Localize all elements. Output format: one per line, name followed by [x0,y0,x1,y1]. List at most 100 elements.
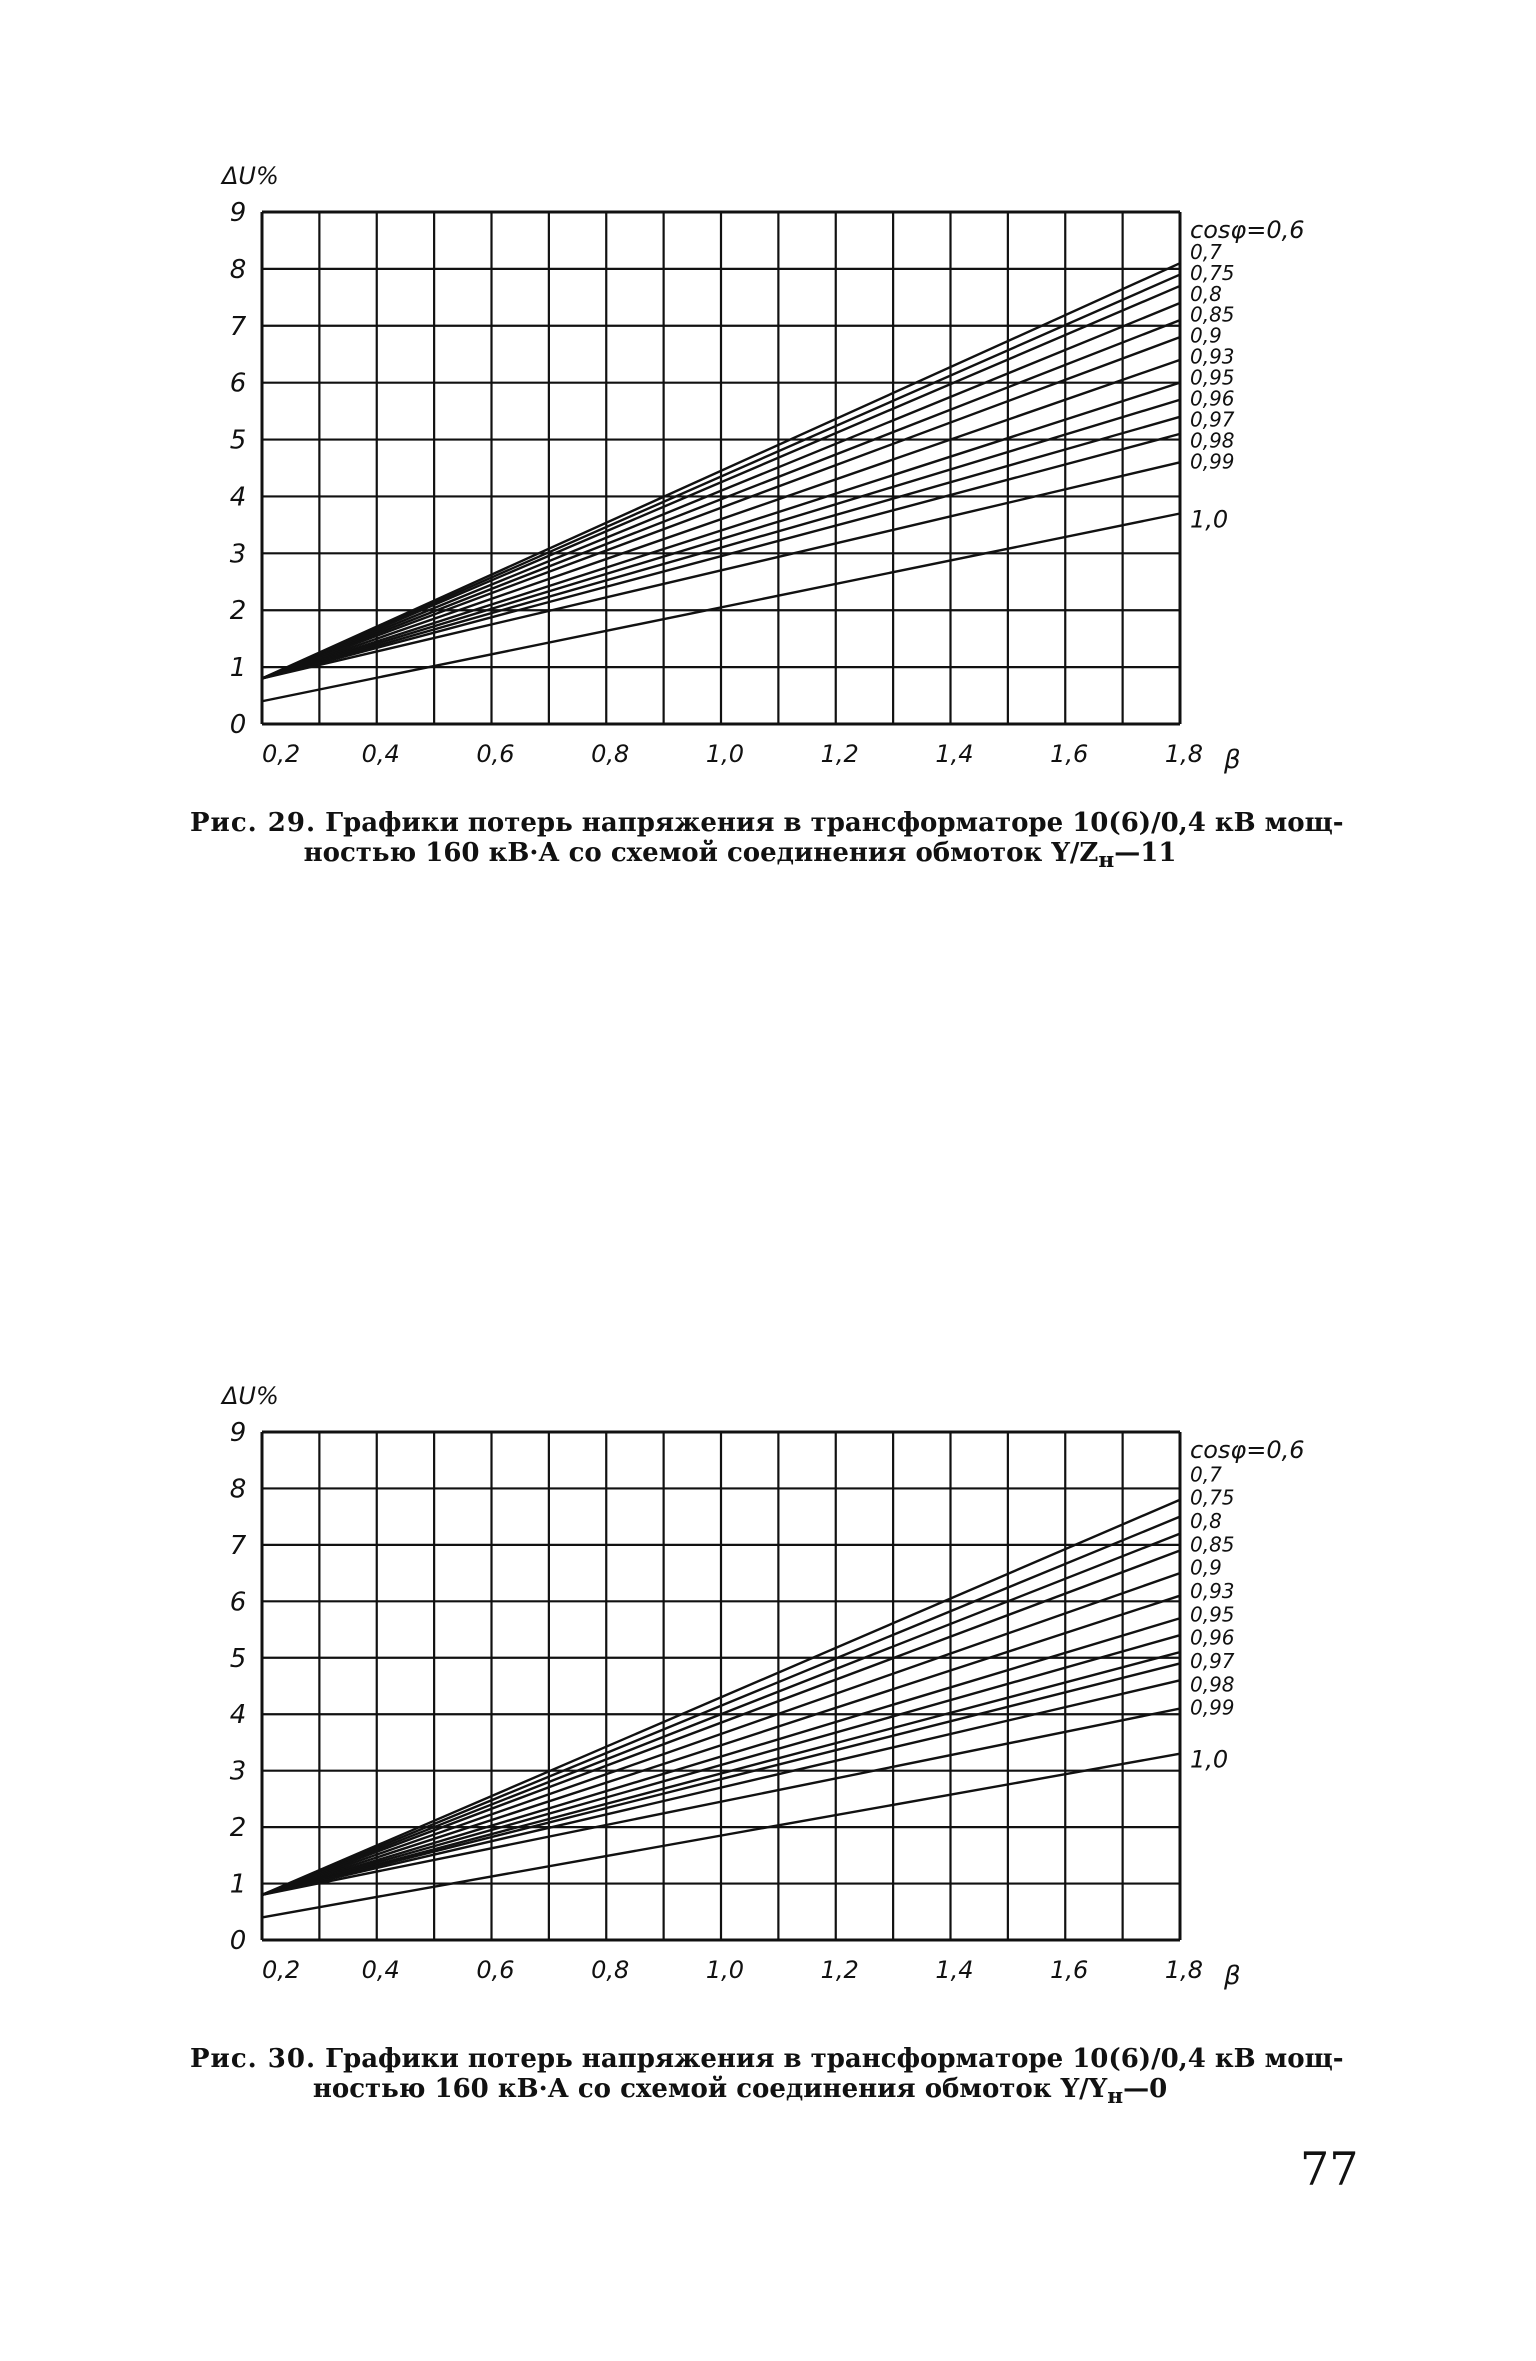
figure-29-caption: Рис. 29. Графики потерь напряжения в тра… [190,808,1350,876]
chart-29-x-tick-label: 1,4 [935,740,973,768]
chart-29-x-tick-label: 1,2 [821,740,859,768]
chart-29-series-line [261,432,1181,680]
chart-30-x-tick-label: 1,6 [1050,1956,1088,1984]
chart-29-x-tick-label: 0,8 [591,740,629,768]
figure-30-caption-line1: Графики потерь напряжения в трансформато… [325,2044,1344,2074]
chart-30-series-lines [261,1498,1181,1919]
chart-29-grid [260,210,1182,726]
chart-29-series-lines [261,262,1181,703]
chart-30-series-label: 0,8 [1190,1509,1222,1533]
chart-30-series-line [261,1571,1181,1896]
figure-30-caption-line2: ностью 160 кВ·А со схемой соединения обм… [190,2074,1350,2112]
chart-29-series-label: 0,95 [1190,366,1235,390]
chart-30-series-label: 0,9 [1190,1556,1222,1580]
chart-30-series-label: 0,75 [1190,1486,1235,1510]
page-number: 77 [1300,2142,1359,2196]
chart-29-series-line [261,336,1181,680]
chart-30-y-axis-label: ΔU% [220,1382,279,1410]
chart-29-series-label: 0,97 [1190,407,1235,431]
chart-30-x-tick-label: 1,0 [706,1956,744,1984]
chart-30-series-line [261,1707,1181,1897]
figure-30-caption-line2-text: ностью 160 кВ·А со схемой соединения обм… [312,2074,1108,2104]
chart-29-series-label: 0,99 [1190,449,1235,473]
chart-29-series-line [261,381,1181,680]
figure-29-caption-line2: ностью 160 кВ·А со схемой соединения обм… [190,838,1350,876]
chart-30-y-tick-label: 9 [230,1418,247,1448]
figure-29-caption-line2-end: —11 [1114,838,1177,868]
chart-30-x-tick-label: 1,2 [821,1956,859,1984]
chart-30-y-tick-label: 6 [230,1587,247,1617]
figure-30-caption-subscript: н [1107,2084,1124,2110]
chart-29-x-tick-label: 1,0 [706,740,744,768]
chart-29-x-tick-label: 0,6 [476,740,514,768]
chart-30-x-tick-label: 0,6 [476,1956,514,1984]
chart-29-y-axis-label: ΔU% [220,162,279,190]
chart-29-series-line [261,461,1181,680]
chart-30-series-line [261,1515,1181,1896]
chart-30-x-axis-label: β [1223,1961,1241,1991]
chart-30-series-label: cosφ=0,6 [1190,1436,1305,1464]
chart-29-series-line [261,512,1181,703]
chart-30-x-tick-label: 1,4 [935,1956,973,1984]
chart-29-x-tick-label: 1,6 [1050,740,1088,768]
chart-30-y-tick-label: 3 [230,1757,247,1787]
chart-30-series-line [261,1679,1181,1897]
chart-30-y-tick-label: 4 [230,1700,247,1730]
chart-29-y-tick-label: 6 [230,369,247,399]
chart-30-x-tick-label: 1,8 [1165,1956,1203,1984]
chart-29-series-label: 0,75 [1190,261,1235,285]
chart-30-y-tick-label: 5 [230,1644,247,1674]
figure-29-label: Рис. 29. [190,808,317,838]
chart-30-series-line [261,1498,1181,1896]
chart-29-x-tick-label: 1,8 [1165,740,1203,768]
chart-30-series-line [261,1549,1181,1896]
chart-30-series-line [261,1634,1181,1896]
chart-29-y-tick-label: 9 [230,198,247,228]
chart-29-series-label: 0,7 [1190,240,1222,264]
figure-29-caption-line2-text: ностью 160 кВ·А со схемой соединения обм… [303,838,1099,868]
chart-30-series-label: 0,93 [1190,1579,1235,1603]
chart-30-x-tick-label: 0,8 [591,1956,629,1984]
chart-29-series-label: 0,9 [1190,324,1222,348]
chart-29-series-label: cosφ=0,6 [1190,216,1305,244]
chart-30-y-tick-label: 2 [230,1813,247,1843]
figure-29-caption-line1: Графики потерь напряжения в трансформато… [325,808,1344,838]
chart-30-series-label: 0,97 [1190,1649,1235,1673]
chart-30-y-tick-label: 1 [230,1870,247,1900]
chart-30-y-tick-label: 0 [230,1926,247,1956]
chart-29-series-label: 0,8 [1190,282,1222,306]
chart-30-series-label: 0,99 [1190,1696,1235,1720]
chart-29-series-label: 1,0 [1190,506,1228,534]
chart-30-series-line [261,1752,1181,1919]
chart-30-y-tick-label: 7 [230,1531,247,1561]
chart-29-series-line [261,318,1181,680]
chart-29-y-tick-label: 2 [230,596,247,626]
chart-29-series-line [261,284,1181,680]
chart-29-y-tick-label: 0 [230,710,247,740]
chart-30-series-label: 0,7 [1190,1462,1222,1486]
chart-29-x-tick-label: 0,4 [362,740,400,768]
chart-29-y-tick-label: 7 [230,312,247,342]
chart-29: 0,2 0,4 0,6 0,8 1,0 1,2 1,4 1,6 1,8 0 1 2 3 4 5 6 7 8 9 ΔU%… [220,162,1305,775]
chart-29-series-label: 0,98 [1190,428,1235,452]
chart-29-y-tick-label: 3 [230,539,247,569]
chart-29-series-label: 0,96 [1190,386,1235,410]
chart-29-y-tick-label: 1 [230,653,247,683]
chart-29-y-tick-label: 8 [230,255,247,285]
figure-29-caption-subscript: н [1098,848,1115,874]
chart-30: 0,2 0,4 0,6 0,8 1,0 1,2 1,4 1,6 1,8 0 1 2 3 4 5 6 7 8 9 ΔU%… [220,1382,1305,1991]
chart-29-series-label: 0,93 [1190,345,1235,369]
chart-30-series-label: 0,98 [1190,1672,1235,1696]
chart-29-series-line [261,262,1181,680]
figure-30-caption-line2-end: —0 [1123,2074,1168,2104]
chart-30-x-tick-label: 0,4 [362,1956,400,1984]
chart-29-series-line [261,273,1181,680]
chart-30-series-label: 0,85 [1190,1532,1235,1556]
chart-30-series-line [261,1532,1181,1896]
chart-29-series-label: 0,85 [1190,303,1235,327]
chart-29-x-tick-label: 0,2 [262,740,300,768]
chart-29-y-tick-label: 5 [230,426,247,456]
chart-30-x-tick-label: 0,2 [262,1956,300,1984]
chart-30-series-line [261,1594,1181,1896]
chart-30-series-line [261,1650,1181,1897]
